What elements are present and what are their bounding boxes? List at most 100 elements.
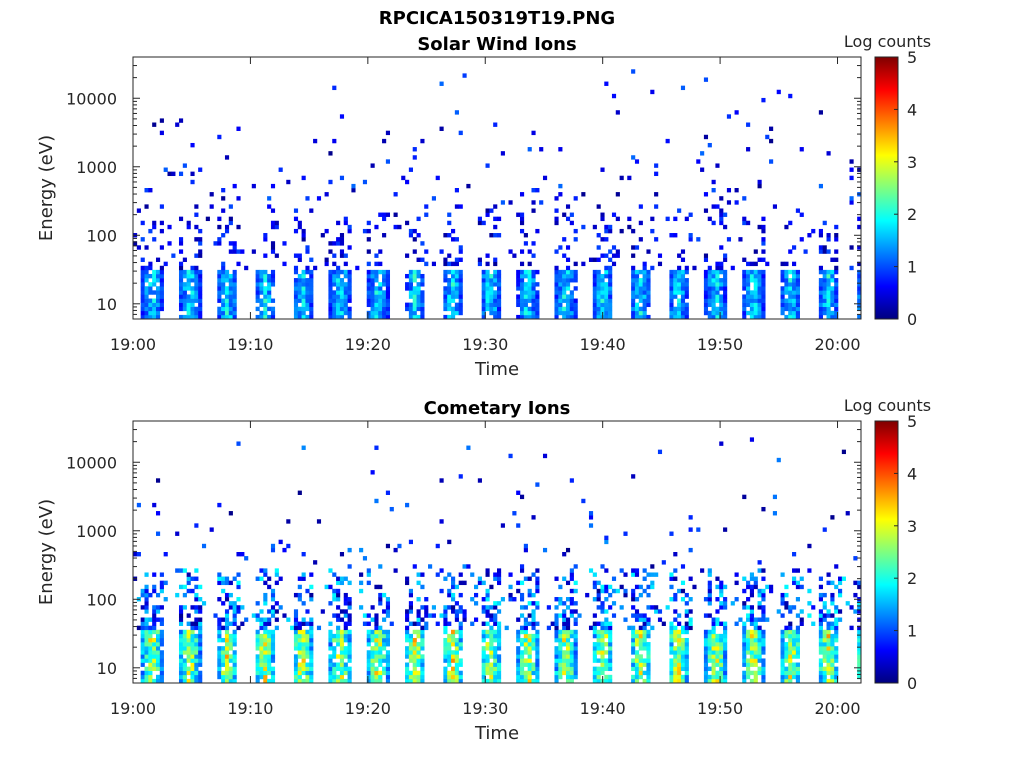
spectrogram-cell xyxy=(405,253,410,258)
spectrogram-cell xyxy=(474,601,479,606)
spectrogram-cell xyxy=(830,294,835,299)
spectrogram-cell xyxy=(830,678,835,684)
spectrogram-cell xyxy=(194,650,199,655)
spectrogram-cell xyxy=(818,666,823,672)
spectrogram-cell xyxy=(186,286,191,291)
spectrogram-cell xyxy=(159,220,164,226)
spectrogram-cell xyxy=(198,241,203,246)
spectrogram-cell xyxy=(136,502,141,508)
spectrogram-cell xyxy=(405,654,410,659)
spectrogram-cell xyxy=(677,654,682,659)
spectrogram-cell xyxy=(301,175,306,181)
spectrogram-cell xyxy=(562,273,567,279)
spectrogram-cell xyxy=(194,294,199,299)
spectrogram-cell xyxy=(190,605,195,610)
spectrogram-cell xyxy=(673,286,678,291)
spectrogram-cell xyxy=(788,609,793,614)
spectrogram-cell xyxy=(742,662,747,667)
spectrogram-cell xyxy=(707,650,712,655)
spectrogram-cell xyxy=(420,642,425,647)
spectrogram-cell xyxy=(152,658,157,663)
spectrogram-cell xyxy=(558,302,563,308)
spectrogram-cell xyxy=(397,543,402,549)
spectrogram-cell xyxy=(198,237,203,242)
spectrogram-cell xyxy=(677,286,682,291)
spectrogram-cell xyxy=(631,269,636,275)
spectrogram-cell xyxy=(270,282,276,287)
y-tick-label: 10 xyxy=(97,295,117,314)
spectrogram-cell xyxy=(818,278,823,283)
spectrogram-cell xyxy=(416,580,421,586)
spectrogram-cell xyxy=(707,278,712,283)
spectrogram-cell xyxy=(623,572,628,577)
spectrogram-cell xyxy=(565,282,571,287)
spectrogram-cell xyxy=(339,552,345,557)
spectrogram-cell xyxy=(221,658,226,663)
spectrogram-cell xyxy=(497,658,502,663)
spectrogram-cell xyxy=(734,621,739,626)
spectrogram-cell xyxy=(305,290,310,295)
spectrogram-cell xyxy=(569,278,574,283)
spectrogram-cell xyxy=(849,625,854,631)
spectrogram-cell xyxy=(723,597,728,602)
spectrogram-cell xyxy=(152,237,157,242)
spectrogram-cell xyxy=(240,605,245,610)
spectrogram-cell xyxy=(795,650,800,655)
spectrogram-cell xyxy=(788,278,793,283)
spectrogram-cell xyxy=(703,674,709,680)
spectrogram-cell xyxy=(159,658,164,663)
spectrogram-cell xyxy=(420,637,425,643)
spectrogram-cell xyxy=(799,212,804,217)
spectrogram-cell xyxy=(761,609,766,614)
spectrogram-cell xyxy=(753,625,758,631)
spectrogram-cell xyxy=(596,678,601,684)
spectrogram-cell xyxy=(680,282,686,287)
spectrogram-cell xyxy=(140,269,145,275)
spectrogram-cell xyxy=(604,650,609,655)
spectrogram-cell xyxy=(523,547,528,553)
spectrogram-cell xyxy=(784,670,789,676)
spectrogram-cell xyxy=(485,568,490,573)
spectrogram-cell xyxy=(182,282,187,287)
spectrogram-cell xyxy=(301,302,306,308)
spectrogram-cell xyxy=(723,298,728,303)
spectrogram-cell xyxy=(293,286,299,291)
spectrogram-cell xyxy=(309,269,314,275)
spectrogram-cell xyxy=(558,666,563,672)
spectrogram-cell xyxy=(190,662,195,667)
spectrogram-cell xyxy=(305,642,310,647)
spectrogram-cell xyxy=(278,576,283,581)
spectrogram-cell xyxy=(374,678,379,684)
spectrogram-cell xyxy=(155,306,161,312)
spectrogram-cell xyxy=(753,580,758,586)
spectrogram-cell xyxy=(328,584,333,590)
spectrogram-cell xyxy=(339,114,345,119)
spectrogram-cell xyxy=(263,658,268,663)
spectrogram-cell xyxy=(297,621,302,626)
spectrogram-cell xyxy=(600,646,605,651)
spectrogram-cell xyxy=(140,302,145,308)
spectrogram-cell xyxy=(301,233,306,238)
spectrogram-cell xyxy=(182,286,187,291)
spectrogram-cell xyxy=(159,650,164,655)
spectrogram-cell xyxy=(611,245,617,250)
spectrogram-cell xyxy=(347,642,352,647)
spectrogram-cell xyxy=(159,642,164,647)
spectrogram-cell xyxy=(646,278,651,283)
spectrogram-cell xyxy=(412,228,417,234)
spectrogram-cell xyxy=(267,290,272,295)
spectrogram-cell xyxy=(788,650,793,655)
spectrogram-cell xyxy=(677,633,682,639)
spectrogram-cell xyxy=(263,629,268,635)
spectrogram-cell xyxy=(374,633,379,639)
spectrogram-cell xyxy=(328,286,333,291)
spectrogram-cell xyxy=(435,175,440,181)
spectrogram-cell xyxy=(485,278,490,283)
spectrogram-cell xyxy=(155,642,161,647)
spectrogram-cell xyxy=(190,678,195,684)
spectrogram-cell xyxy=(707,642,712,647)
spectrogram-cell xyxy=(715,204,720,209)
spectrogram-cell xyxy=(140,621,145,626)
spectrogram-cell xyxy=(677,670,682,676)
spectrogram-cell xyxy=(405,609,410,614)
